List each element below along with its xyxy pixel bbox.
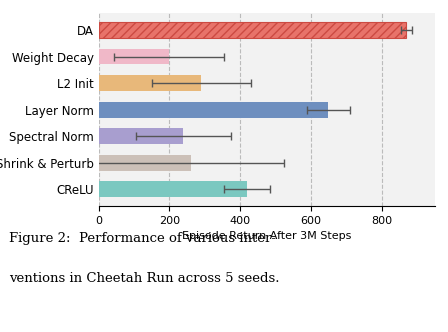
Bar bbox=[99, 22, 406, 38]
Bar bbox=[99, 48, 169, 64]
Bar bbox=[99, 75, 201, 91]
Bar bbox=[99, 128, 183, 144]
Text: ventions in Cheetah Run across 5 seeds.: ventions in Cheetah Run across 5 seeds. bbox=[9, 272, 280, 285]
Bar bbox=[99, 181, 247, 197]
Bar bbox=[99, 155, 190, 171]
X-axis label: Episode Return After 3M Steps: Episode Return After 3M Steps bbox=[182, 231, 351, 241]
Text: Figure 2:  Performance of various inter-: Figure 2: Performance of various inter- bbox=[9, 232, 276, 245]
Bar bbox=[99, 102, 328, 118]
